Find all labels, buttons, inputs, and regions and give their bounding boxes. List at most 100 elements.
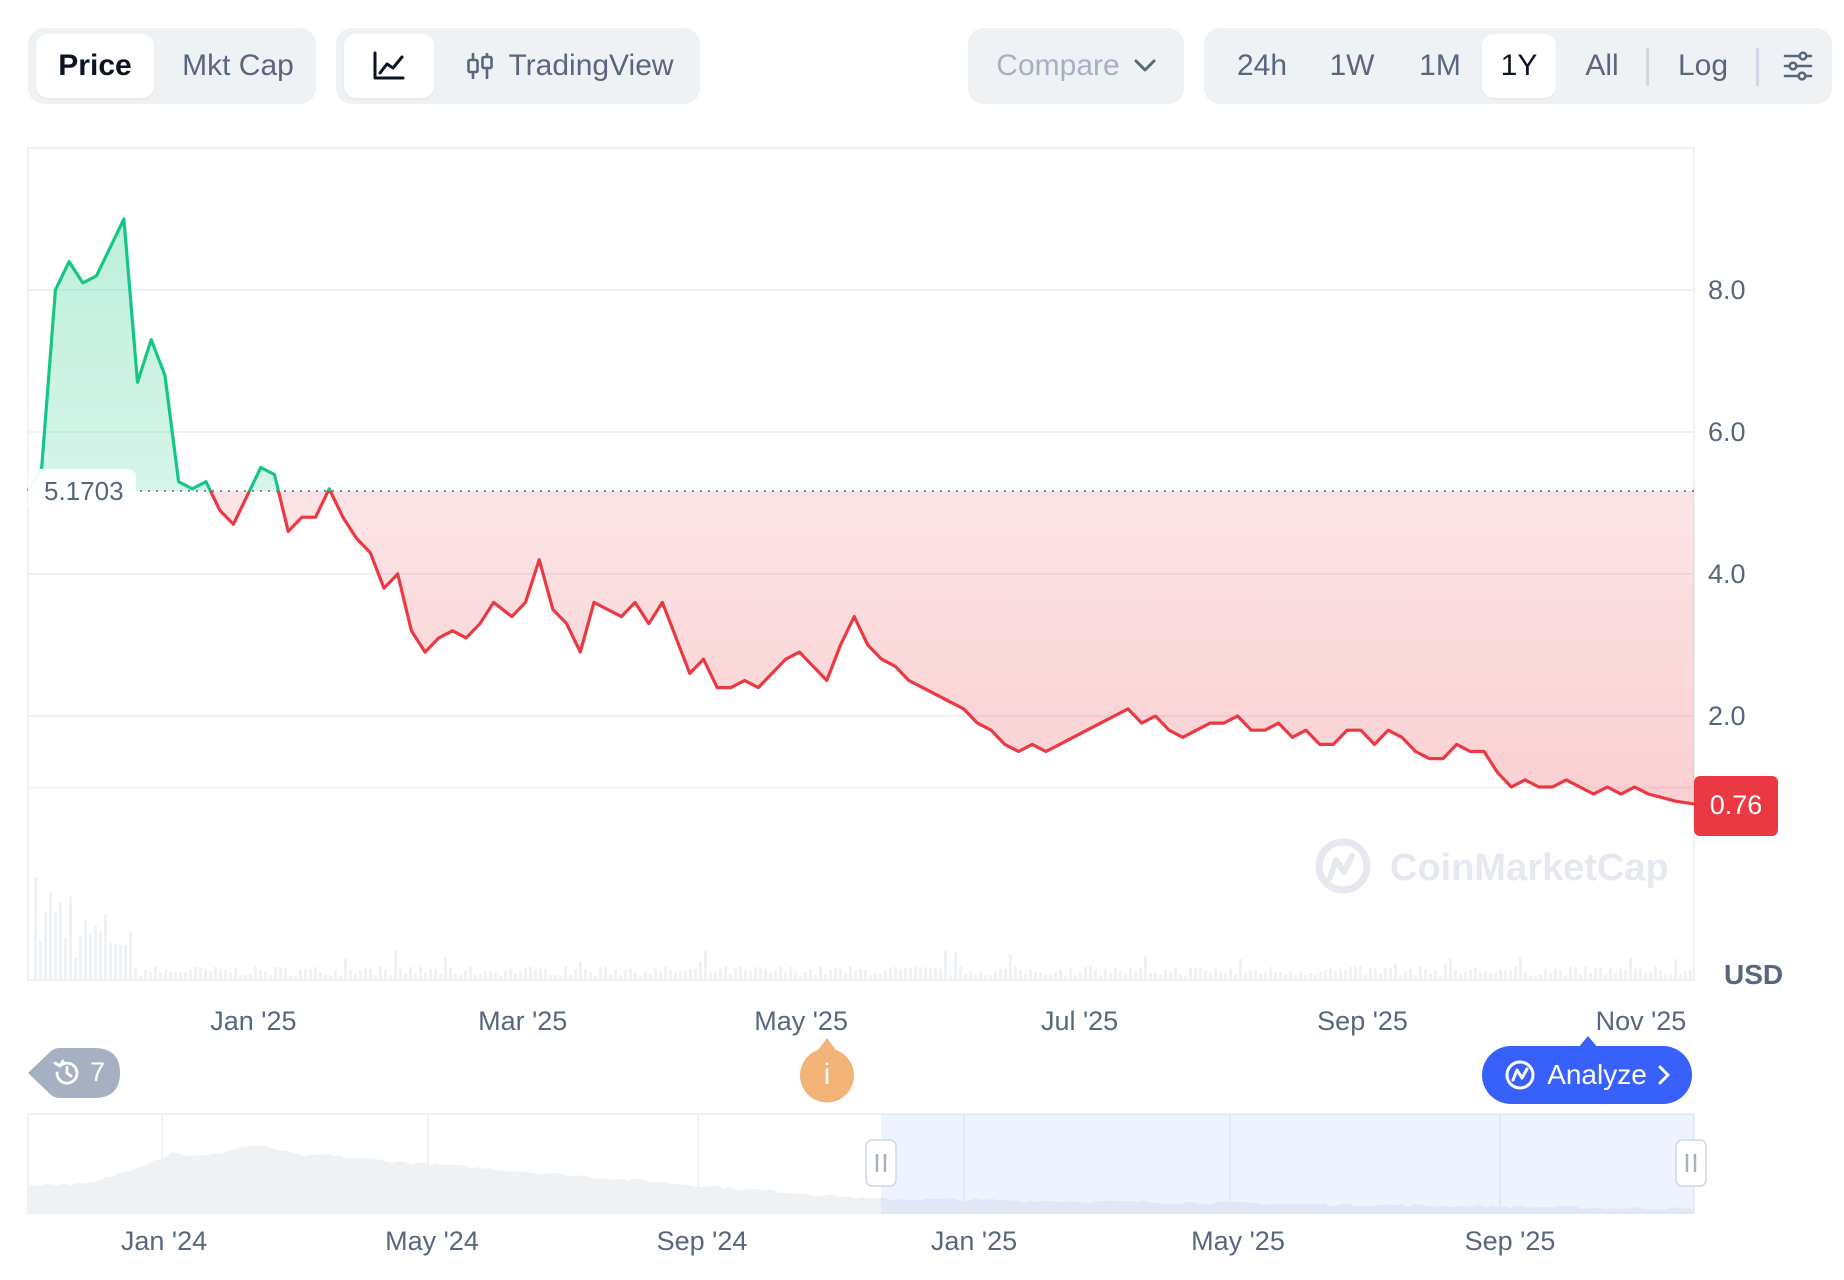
volume-bar [104, 914, 107, 980]
volume-bar [1404, 970, 1407, 980]
volume-bar [919, 967, 922, 980]
volume-bar [1114, 967, 1117, 980]
tradingview-button[interactable]: TradingView [444, 34, 694, 98]
volume-bar [909, 967, 912, 980]
volume-bar [894, 966, 897, 980]
volume-bar [614, 969, 617, 980]
volume-bar [144, 970, 147, 980]
volume-bar [999, 968, 1002, 980]
area-below-open [28, 490, 1694, 804]
volume-bar [689, 969, 692, 980]
volume-bar [1554, 968, 1557, 980]
volume-bar [499, 975, 502, 980]
volume-bar [1489, 973, 1492, 980]
volume-bar [1629, 957, 1632, 980]
volume-bar [264, 971, 267, 980]
range-all[interactable]: All [1585, 49, 1619, 82]
volume-bar [344, 958, 347, 980]
navigator-tick-label: Jan '24 [120, 1226, 208, 1256]
volume-bar [1394, 963, 1397, 980]
chevron-down-icon [1134, 59, 1156, 72]
volume-bar [1649, 971, 1652, 980]
volume-bar [869, 975, 872, 980]
range-24h[interactable]: 24h [1236, 49, 1288, 82]
volume-bar [1319, 971, 1322, 980]
volume-bar [799, 975, 802, 980]
compare-dropdown[interactable]: Compare [968, 28, 1184, 104]
volume-bar [884, 969, 887, 980]
volume-bar [1254, 970, 1257, 980]
range-divider [1646, 48, 1649, 86]
volume-bar [1544, 969, 1547, 980]
volume-bar [1019, 969, 1022, 980]
volume-bar [424, 972, 427, 980]
volume-bar [389, 975, 392, 980]
range-1m[interactable]: 1M [1419, 49, 1461, 82]
volume-bar [1534, 975, 1537, 980]
volume-bar [1099, 975, 1102, 980]
volume-bar [1244, 972, 1247, 980]
volume-bar [514, 973, 517, 980]
volume-bar [934, 967, 937, 980]
event-marker[interactable]: i [798, 1036, 856, 1106]
volume-bar [1154, 972, 1157, 980]
volume-bar [1284, 974, 1287, 980]
volume-bar [479, 974, 482, 980]
volume-bar [724, 966, 727, 980]
settings-button[interactable] [1770, 34, 1826, 98]
volume-bar [1339, 969, 1342, 980]
info-icon: i [823, 1058, 831, 1091]
volume-bar [1499, 969, 1502, 980]
history-icon [53, 1059, 79, 1085]
range-1y[interactable]: 1Y [1482, 34, 1556, 98]
price-tab[interactable]: Price [36, 34, 154, 98]
volume-bar [954, 952, 957, 980]
volume-bar [1309, 973, 1312, 980]
volume-bar [1204, 970, 1207, 980]
volume-bar [1009, 954, 1012, 980]
mkt-cap-tab[interactable]: Mkt Cap [182, 49, 294, 82]
log-toggle[interactable]: Log [1677, 49, 1729, 82]
volume-bar [1324, 969, 1327, 980]
volume-bar [1034, 971, 1037, 980]
history-chip[interactable]: 7 [28, 1044, 122, 1102]
volume-bar [1449, 958, 1452, 980]
volume-bar [124, 945, 127, 980]
volume-bar [324, 974, 327, 980]
volume-bar [1364, 974, 1367, 980]
volume-bar [944, 950, 947, 980]
volume-bar [949, 975, 952, 980]
volume-bar [1594, 967, 1597, 980]
tradingview-label: TradingView [508, 49, 674, 82]
volume-bar [49, 892, 52, 980]
volume-bar [1004, 968, 1007, 980]
y-tick-label: 2.0 [1708, 701, 1746, 731]
volume-bar [769, 972, 772, 980]
volume-bar [1524, 971, 1527, 980]
chart-type-toggle: TradingView [336, 28, 700, 104]
candlestick-icon [467, 53, 494, 79]
volume-bar [534, 969, 537, 980]
analyze-label: Analyze [1547, 1059, 1647, 1090]
volume-bar [74, 957, 77, 980]
volume-bar [1444, 963, 1447, 980]
analyze-button[interactable]: Analyze [1482, 1046, 1692, 1104]
volume-bar [1144, 956, 1147, 980]
volume-bar [469, 966, 472, 980]
volume-bar [1464, 971, 1467, 980]
volume-bar [849, 966, 852, 980]
volume-bar [1249, 970, 1252, 980]
volume-bar [1589, 973, 1592, 980]
volume-bar [1304, 975, 1307, 980]
y-tick-label: 6.0 [1708, 417, 1746, 447]
volume-bar [1189, 967, 1192, 980]
volume-bar [1124, 973, 1127, 980]
range-1w[interactable]: 1W [1329, 49, 1375, 82]
volume-bar [244, 975, 247, 980]
volume-bar [1294, 975, 1297, 980]
volume-bar [639, 975, 642, 980]
volume-bar [489, 970, 492, 980]
line-chart-button[interactable] [344, 34, 434, 98]
volume-bar [1559, 969, 1562, 980]
